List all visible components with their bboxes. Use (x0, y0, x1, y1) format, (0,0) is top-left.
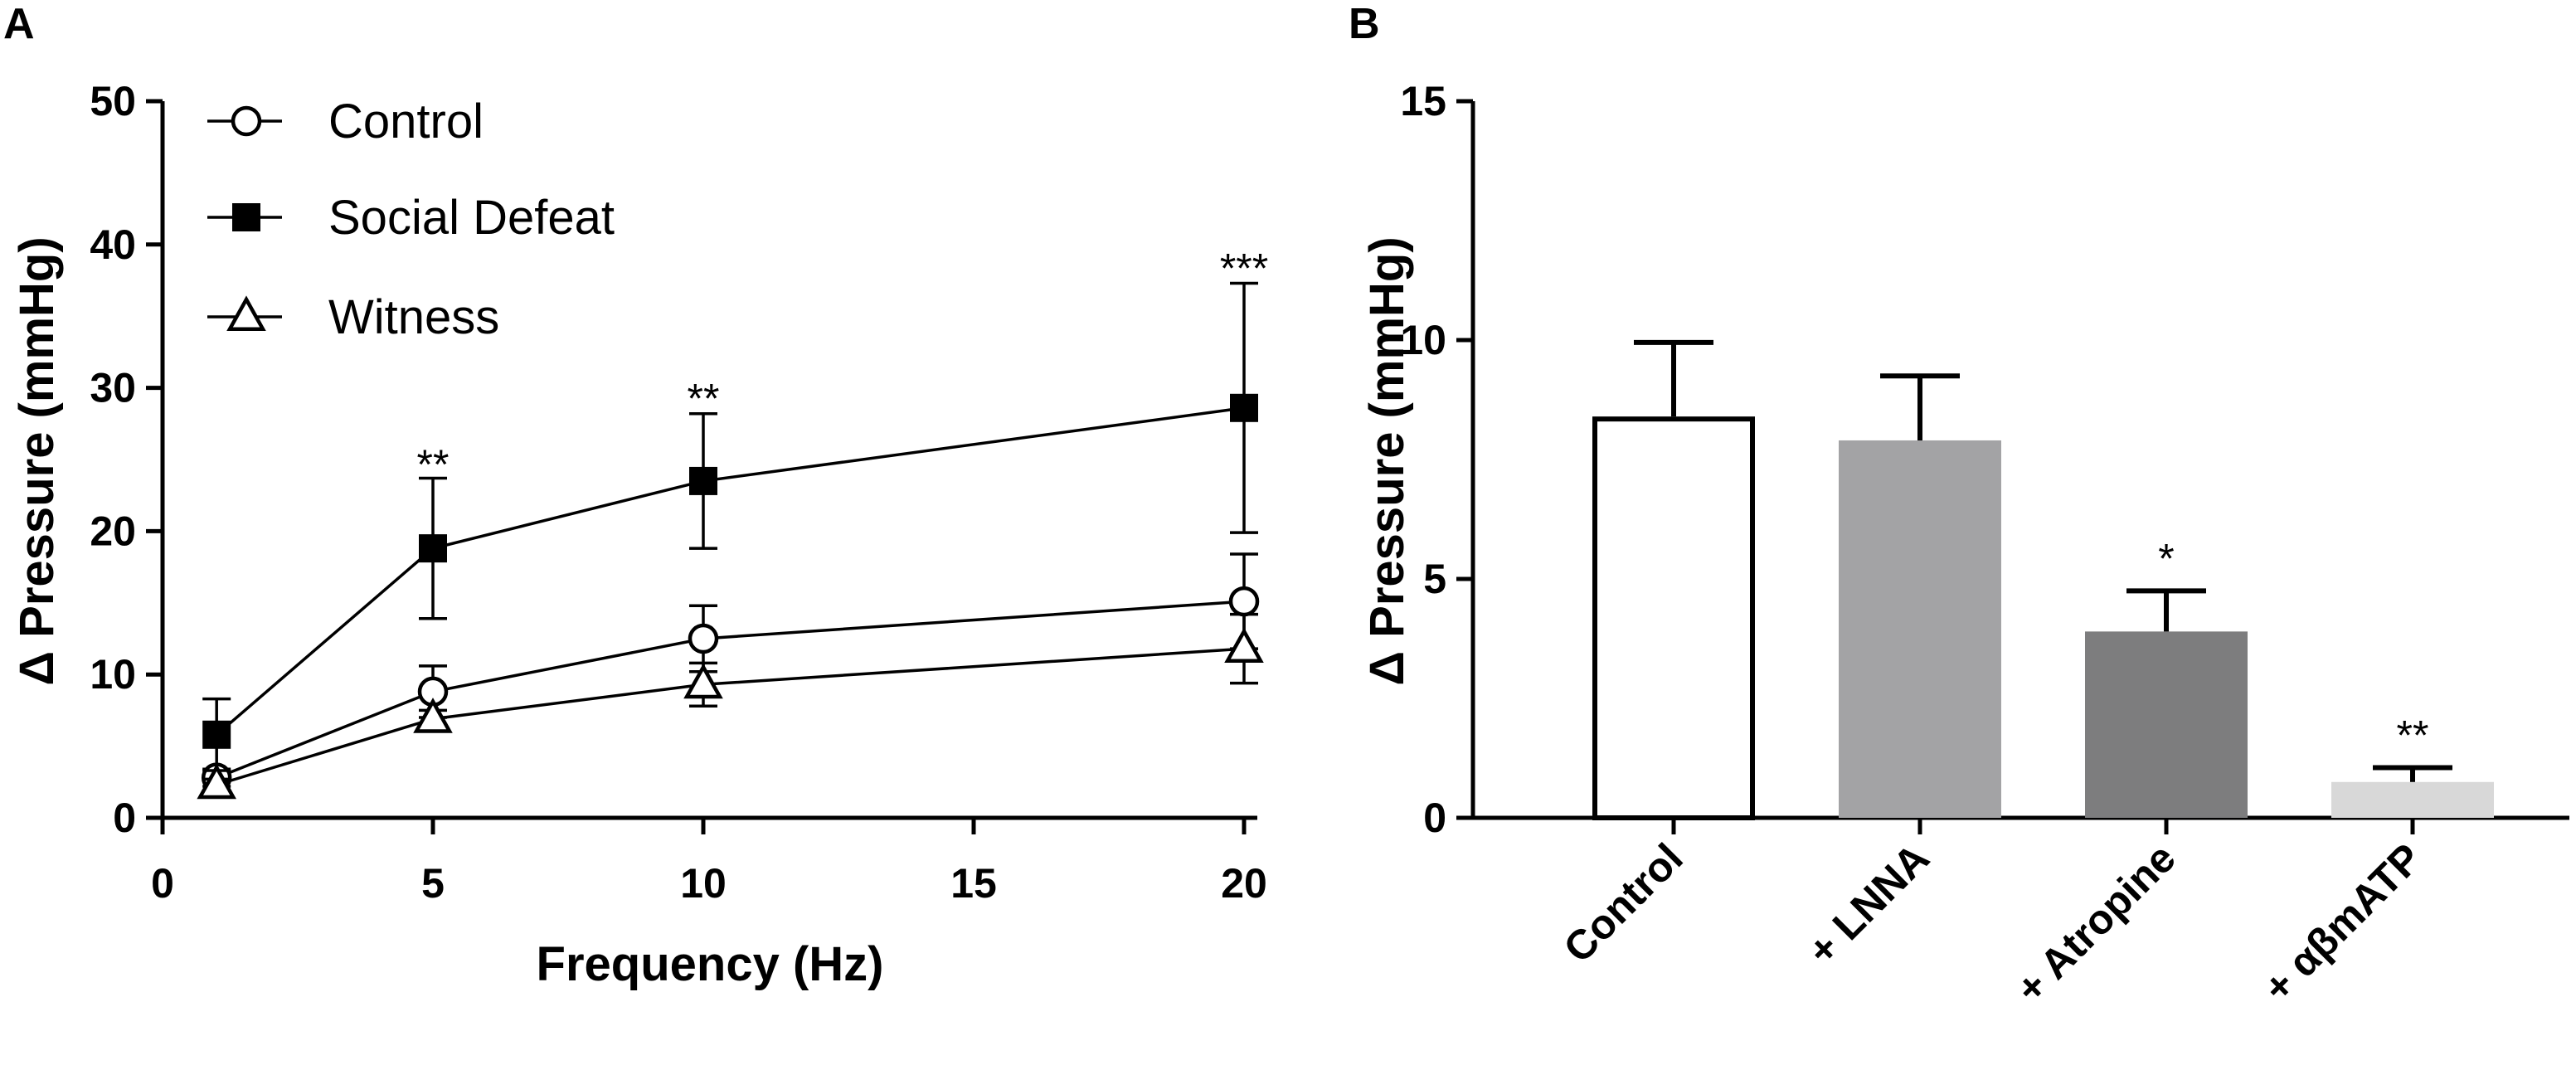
panel-a-series (197, 281, 1264, 800)
bar-group-lnna (1839, 373, 2001, 818)
legend-item-control: Control (207, 95, 484, 148)
witness-point (197, 763, 236, 800)
b-y-tick-label: 5 (1423, 556, 1446, 602)
social-defeat-line (216, 406, 1245, 737)
panel-a-x-axis-title: Frequency (Hz) (537, 937, 884, 991)
bar-lnna (1839, 440, 2001, 818)
panel-b-label: B (1349, 0, 1380, 48)
panel-a-line-chart: A 0 10 20 30 40 50 0 5 10 15 20 Δ Pressure (mmHg)… (3, 0, 1268, 991)
panel-a-y-ticks: 0 10 20 30 40 50 (90, 78, 163, 841)
control-point (1228, 586, 1260, 617)
panel-a-legend: Control Social Defeat Witness (207, 95, 615, 344)
panel-b-y-ticks: 0 5 10 15 (1400, 78, 1473, 841)
panel-a-y-axis-title: Δ Pressure (mmHg) (10, 236, 64, 685)
witness-point (1224, 627, 1264, 664)
a-x-tick-label: 15 (950, 860, 997, 907)
bar-group-matp: ** (2331, 712, 2494, 818)
bar-group-atropine: * (2085, 535, 2248, 818)
legend-marker-control (231, 105, 262, 137)
a-x-tick-label: 5 (421, 860, 445, 907)
a-x-tick-label: 20 (1221, 860, 1267, 907)
b-y-tick-label: 10 (1400, 317, 1446, 363)
series-control (201, 552, 1260, 793)
panel-a-label: A (3, 0, 35, 48)
category-label-atropine: + Atropine (2007, 834, 2185, 1012)
series-witness (197, 612, 1264, 800)
significance-label: * (2158, 535, 2174, 581)
witness-point (413, 698, 453, 733)
significance-label: *** (1220, 245, 1268, 291)
b-y-tick-label: 15 (1400, 78, 1446, 124)
bar-atropine (2085, 631, 2248, 818)
panel-b-bars: *** (1592, 339, 2494, 820)
panel-a-significance-marks: ******* (417, 245, 1269, 488)
legend-label: Social Defeat (328, 191, 615, 245)
a-y-tick-label: 20 (90, 508, 136, 554)
significance-label: ** (417, 441, 450, 488)
a-y-tick-label: 30 (90, 365, 136, 411)
a-x-tick-label: 0 (151, 860, 174, 907)
a-y-tick-label: 0 (113, 795, 136, 841)
legend-item-social-defeat: Social Defeat (207, 191, 615, 245)
control-line (216, 600, 1245, 780)
series-social-defeat (202, 281, 1258, 772)
social-defeat-point (202, 720, 231, 749)
legend-item-witness: Witness (207, 290, 499, 344)
a-y-tick-label: 10 (90, 651, 136, 698)
category-label-lnna: + LNNA (1799, 834, 1938, 974)
significance-label: ** (2397, 712, 2429, 759)
social-defeat-point (689, 466, 717, 495)
legend-label: Control (328, 95, 484, 148)
significance-label: ** (688, 376, 720, 422)
panel-b-y-axis-title: Δ Pressure (mmHg) (1360, 236, 1414, 685)
legend-marker-witness (226, 295, 266, 331)
witness-line (216, 647, 1245, 786)
category-label-matp: + αβmATP (2254, 834, 2431, 1011)
panel-b-category-labels: Control + LNNA + Atropine + αβmATP (1555, 818, 2431, 1012)
category-label-control: Control (1555, 834, 1692, 971)
social-defeat-point (1230, 393, 1258, 422)
witness-point (683, 663, 723, 699)
b-y-tick-label: 0 (1423, 795, 1446, 841)
control-point (688, 623, 719, 654)
panel-a-x-ticks: 0 5 10 15 20 (151, 818, 1267, 907)
bar-group-control (1592, 339, 1755, 820)
bar-control (1592, 416, 1755, 820)
social-defeat-point (419, 534, 447, 563)
a-x-tick-label: 10 (680, 860, 727, 907)
legend-label: Witness (328, 290, 499, 344)
a-y-tick-label: 40 (90, 221, 136, 268)
a-y-tick-label: 50 (90, 78, 136, 124)
legend-marker-social-defeat (232, 203, 260, 231)
bar-matp (2331, 781, 2494, 818)
